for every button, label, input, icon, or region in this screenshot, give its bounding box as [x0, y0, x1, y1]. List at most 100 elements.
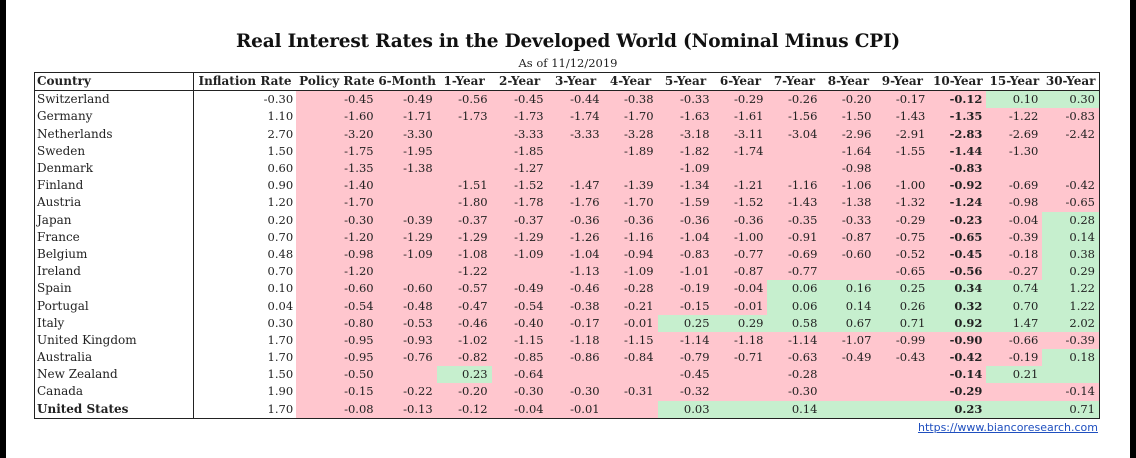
rate-cell: -0.54 [491, 297, 548, 315]
rate-cell: -0.20 [821, 90, 876, 109]
rate-cell: -0.29 [929, 383, 987, 401]
rate-cell: -1.32 [875, 194, 930, 212]
rate-cell: 0.14 [767, 400, 822, 419]
rate-cell: 0.29 [713, 314, 768, 332]
inflation-cell: 0.04 [267, 298, 294, 313]
country-cell: Spain [34, 280, 194, 298]
rate-cell: -0.76 [377, 349, 437, 367]
rate-cell [713, 383, 768, 401]
rate-cell [1042, 366, 1101, 384]
rate-cell: 0.16 [821, 280, 876, 298]
rate-cell: 0.38 [1042, 245, 1101, 264]
rate-cell: -0.95 [296, 349, 378, 367]
source-link[interactable]: https://www.biancoresearch.com [917, 421, 1098, 434]
column-header: 1-Year [436, 71, 492, 92]
rate-cell: 0.18 [1042, 349, 1101, 367]
rate-cell: -1.00 [713, 228, 768, 246]
rate-cell: -1.08 [436, 245, 492, 264]
rate-cell: 0.21 [986, 366, 1043, 384]
table-row: Switzerland -0.30 -0.45 -0.49 -0.56 -0.45 -0.4… [34, 90, 1101, 109]
rate-cell [436, 142, 492, 160]
column-header: 7-Year [767, 71, 822, 92]
rate-cell: -1.80 [436, 194, 492, 212]
table-row: New Zealand 1.50 -0.50 0.23 -0.64 -0.45 -0.28 -… [34, 366, 1101, 384]
rate-cell: -1.21 [713, 177, 768, 195]
country-cell: Switzerland [34, 90, 194, 109]
rate-cell [875, 366, 930, 384]
rate-cell: -1.73 [436, 108, 492, 126]
rate-cell [713, 366, 768, 384]
country-cell: Denmark [34, 159, 194, 178]
rate-cell [821, 366, 876, 384]
rate-cell: -1.18 [713, 331, 768, 349]
rate-cell: 1.47 [986, 314, 1043, 332]
inflation-cell: 1.70 [267, 350, 294, 365]
rate-cell: -0.39 [986, 228, 1043, 246]
rate-cell: 0.71 [875, 314, 930, 332]
inflation-cell: 0.70 [267, 264, 294, 279]
rate-cell: -1.20 [296, 263, 378, 281]
rates-table: Country Inflation Rate Policy Rate 6-Month 1… [34, 71, 1101, 419]
rate-cell: -0.42 [929, 349, 987, 367]
rate-cell: -0.43 [875, 349, 930, 367]
rate-cell: 0.74 [986, 280, 1043, 298]
rate-cell: -0.29 [713, 90, 768, 109]
rate-cell: -0.94 [603, 245, 658, 264]
rate-cell [875, 159, 930, 178]
rate-cell [767, 159, 822, 178]
rate-cell: -2.42 [1042, 125, 1101, 143]
rate-cell: -1.09 [657, 159, 714, 178]
rate-cell: -0.98 [986, 194, 1043, 212]
rate-cell: -0.77 [767, 263, 822, 281]
inflation-cell: 0.30 [267, 315, 294, 330]
inflation-cell: 0.10 [267, 281, 294, 296]
rate-cell: -0.31 [603, 383, 658, 401]
rate-cell: -0.04 [491, 400, 548, 419]
inflation-cell: 1.50 [267, 367, 294, 382]
rate-cell [603, 366, 658, 384]
rate-cell: -1.43 [875, 108, 930, 126]
rate-cell: -0.49 [491, 280, 548, 298]
country-cell: Belgium [34, 245, 194, 264]
rate-cell: -0.36 [657, 211, 714, 229]
rate-cell: -1.22 [986, 108, 1043, 126]
rate-cell [377, 194, 437, 212]
rate-cell: -3.33 [547, 125, 604, 143]
table-row: Spain 0.10 -0.60 -0.60 -0.57 -0.49 -0.46 -0.28-… [34, 280, 1101, 298]
rate-cell: 1.22 [1042, 280, 1101, 298]
rate-cell: -0.27 [986, 263, 1043, 281]
rate-cell: -0.53 [377, 314, 437, 332]
rate-cell: -0.75 [875, 228, 930, 246]
rate-cell: -1.15 [603, 331, 658, 349]
rate-cell: -0.01 [547, 400, 604, 419]
rate-cell: -3.11 [713, 125, 768, 143]
table-row: United States 1.70 -0.08 -0.13 -0.12 -0.04 -0.… [34, 400, 1101, 419]
rate-cell: -0.17 [875, 90, 930, 109]
rate-cell: -1.70 [603, 108, 658, 126]
rate-cell: -1.27 [491, 159, 548, 178]
rate-cell: -1.24 [929, 194, 987, 212]
rate-cell: -1.44 [929, 142, 987, 160]
rate-cell: -0.33 [657, 90, 714, 109]
rate-cell: -3.28 [603, 125, 658, 143]
rate-cell: -0.37 [436, 211, 492, 229]
table-row: Finland 0.90 -1.40 -1.51 -1.52 -1.47 -1.39 -1.3… [34, 177, 1101, 195]
rate-cell [603, 400, 658, 419]
rate-cell: -0.84 [603, 349, 658, 367]
column-header: 6-Year [713, 71, 768, 92]
rate-cell: -1.07 [821, 331, 876, 349]
rate-cell: -0.65 [929, 228, 987, 246]
column-header: 2-Year [491, 71, 548, 92]
rate-cell: -0.46 [436, 314, 492, 332]
rate-cell: 2.02 [1042, 314, 1101, 332]
rate-cell: 0.32 [929, 297, 987, 315]
rate-cell: -0.69 [767, 245, 822, 264]
column-header: Country [34, 71, 194, 92]
rate-cell: -0.45 [296, 90, 378, 109]
rate-cell: -1.29 [377, 228, 437, 246]
rate-cell [986, 159, 1043, 178]
rate-cell: -0.30 [491, 383, 548, 401]
rate-cell: -1.09 [377, 245, 437, 264]
table-row: Netherlands 2.70 -3.20 -3.30 -3.33 -3.33 -3.28… [34, 125, 1101, 143]
inflation-cell: -0.30 [263, 92, 294, 107]
